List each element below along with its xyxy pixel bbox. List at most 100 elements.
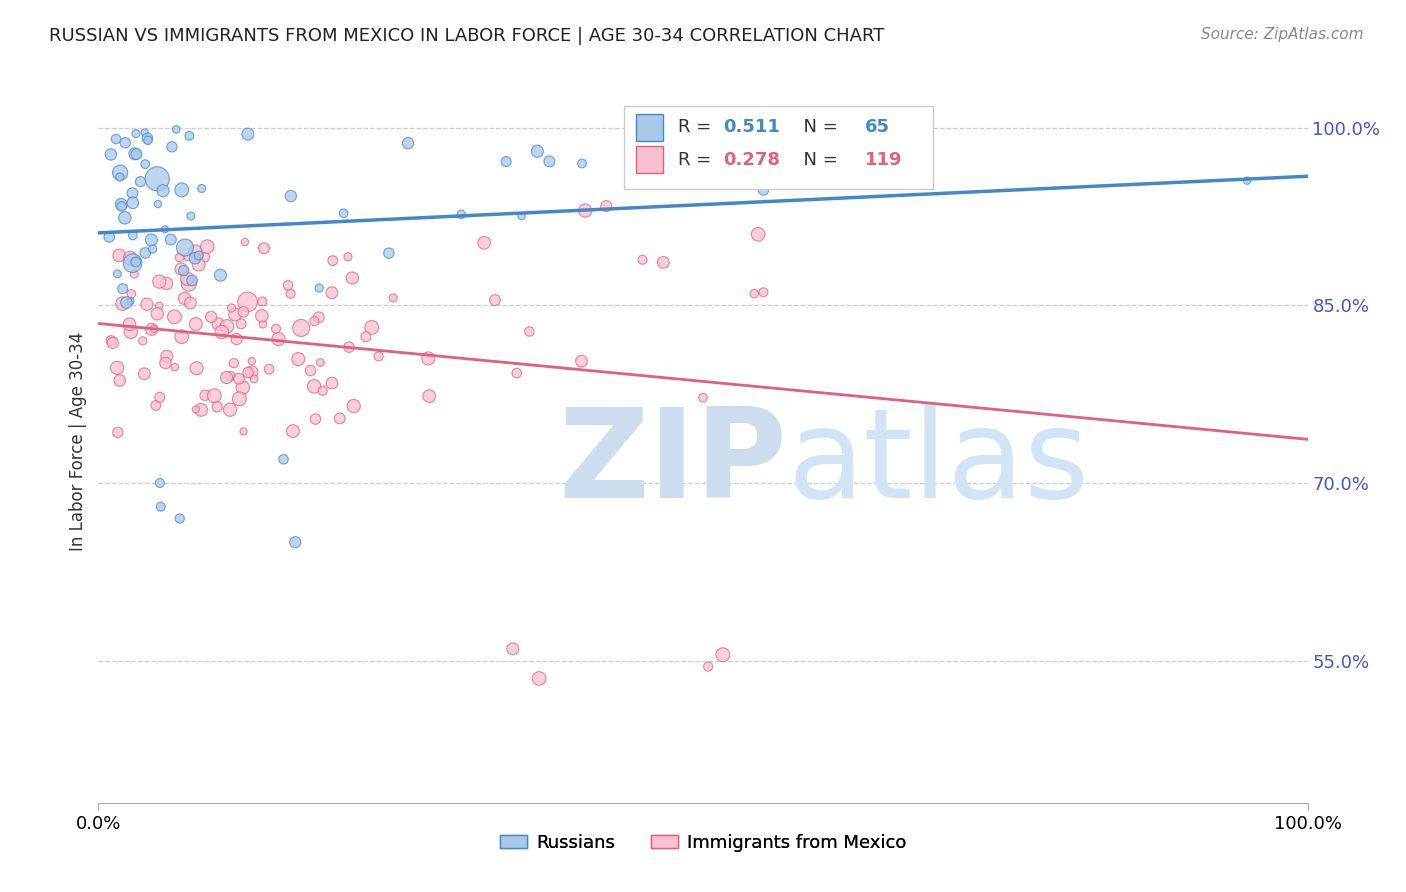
Text: 119: 119: [865, 151, 903, 169]
Point: [711, 648, 734, 662]
Point: [209, 268, 232, 283]
Point: [232, 381, 254, 395]
Text: ZIP: ZIP: [558, 402, 786, 524]
Point: [104, 132, 127, 146]
Point: [105, 267, 128, 281]
Point: [337, 340, 360, 354]
Point: [101, 335, 124, 350]
Point: [163, 310, 186, 324]
Text: atlas: atlas: [787, 402, 1090, 524]
Point: [186, 361, 208, 376]
Point: [309, 355, 332, 369]
Point: [224, 308, 246, 322]
Point: [163, 360, 186, 375]
Point: [169, 511, 191, 525]
Point: [228, 372, 250, 386]
Point: [742, 286, 765, 301]
Point: [107, 425, 129, 440]
Point: [1236, 173, 1258, 187]
Point: [121, 186, 143, 201]
Point: [202, 389, 225, 403]
Point: [141, 233, 163, 247]
Point: [396, 136, 419, 150]
Point: [121, 195, 143, 210]
Point: [692, 391, 714, 405]
Point: [215, 319, 238, 334]
Point: [304, 412, 326, 426]
Point: [342, 271, 364, 285]
Point: [219, 402, 242, 417]
Point: [277, 278, 299, 293]
Point: [176, 271, 198, 285]
Point: [595, 199, 617, 213]
Text: R =: R =: [678, 119, 717, 136]
FancyBboxPatch shape: [637, 146, 664, 173]
Text: R =: R =: [678, 151, 717, 169]
Point: [450, 207, 472, 221]
Point: [343, 399, 366, 413]
Point: [114, 211, 136, 225]
Point: [510, 209, 533, 223]
Point: [752, 183, 775, 197]
Point: [115, 295, 138, 310]
Point: [571, 354, 593, 368]
Point: [574, 203, 596, 218]
Point: [120, 325, 142, 339]
Point: [177, 250, 200, 264]
Point: [527, 672, 550, 686]
Point: [136, 131, 159, 145]
Point: [132, 334, 155, 348]
Point: [311, 384, 333, 398]
Point: [250, 309, 273, 323]
Point: [495, 154, 517, 169]
Y-axis label: In Labor Force | Age 30-34: In Labor Force | Age 30-34: [69, 332, 87, 551]
Point: [142, 322, 165, 336]
Point: [184, 317, 207, 331]
Point: [280, 286, 302, 301]
Point: [322, 253, 344, 268]
Point: [506, 366, 529, 380]
Point: [221, 301, 243, 315]
Point: [134, 125, 156, 139]
Point: [111, 296, 134, 310]
Point: [121, 228, 143, 243]
Point: [190, 403, 212, 417]
Point: [502, 641, 524, 656]
Point: [108, 169, 131, 184]
Point: [155, 277, 177, 291]
Point: [228, 392, 250, 406]
Point: [236, 127, 259, 141]
Point: [290, 321, 312, 335]
Point: [321, 285, 343, 300]
Point: [141, 322, 163, 336]
Point: [360, 320, 382, 334]
Point: [222, 356, 245, 370]
Point: [179, 296, 201, 310]
Text: N =: N =: [793, 151, 844, 169]
Point: [108, 374, 131, 388]
Point: [134, 246, 156, 260]
Point: [752, 285, 775, 300]
Point: [118, 317, 141, 331]
Point: [281, 424, 304, 438]
Point: [180, 209, 202, 223]
Point: [418, 351, 440, 366]
Point: [100, 334, 122, 348]
Point: [215, 370, 238, 384]
Point: [170, 330, 193, 344]
Point: [170, 183, 193, 197]
Point: [125, 127, 148, 141]
Point: [149, 390, 172, 404]
Point: [184, 244, 207, 259]
Point: [267, 332, 290, 346]
Point: [165, 122, 187, 136]
Point: [367, 350, 389, 364]
Text: N =: N =: [793, 119, 844, 136]
FancyBboxPatch shape: [637, 113, 664, 141]
Point: [253, 241, 276, 255]
Point: [152, 184, 174, 198]
Point: [382, 291, 405, 305]
Point: [177, 277, 200, 291]
Point: [108, 166, 131, 180]
Point: [240, 354, 263, 368]
